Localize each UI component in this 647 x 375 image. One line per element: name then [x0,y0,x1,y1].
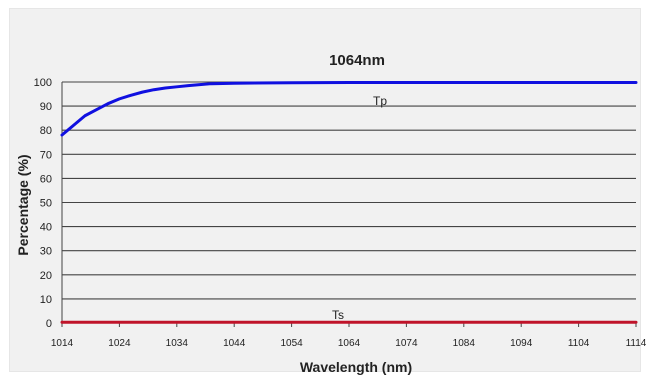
y-tick-label: 80 [40,125,52,137]
series-label-ts: Ts [332,308,344,322]
gridlines [61,81,637,327]
x-tick-label: 1054 [280,338,303,349]
x-tick-label: 1084 [453,338,476,349]
x-tick-label: 1064 [338,338,361,349]
series-label-tp: Tp [373,94,387,108]
y-tick-label: 50 [40,198,52,210]
y-tick-label: 10 [40,294,52,306]
series-lines [60,80,638,324]
x-tick-label: 1114 [626,338,647,349]
chart-background [9,8,641,372]
y-tick-label: 40 [40,222,52,234]
x-tick-label: 1094 [510,338,533,349]
x-axis-label: Wavelength (nm) [300,359,412,375]
x-tick-label: 1104 [568,338,590,349]
x-tick-label: 1074 [395,338,418,349]
y-tick-label: 90 [40,101,52,113]
x-tick-labels: 1014 1024 1034 1044 1054 1064 1074 1084 1094 1104… [51,338,647,349]
chart-title: 1064nm [329,52,385,69]
y-tick-label: 30 [40,246,52,258]
y-tick-label: 60 [40,173,52,185]
y-tick-labels: 0 10 20 30 40 50 60 70 80 90 100 [34,77,52,330]
y-axis-label: Percentage (%) [15,154,31,255]
x-tick-label: 1014 [51,338,74,349]
x-tick-label: 1034 [166,338,189,349]
series-line-tp [60,80,638,137]
x-tick-label: 1024 [108,338,131,349]
y-tick-label: 100 [34,77,52,89]
y-tick-label: 70 [40,149,52,161]
x-tick-label: 1044 [223,338,246,349]
y-tick-label: 0 [46,318,52,330]
y-tick-label: 20 [40,270,52,282]
